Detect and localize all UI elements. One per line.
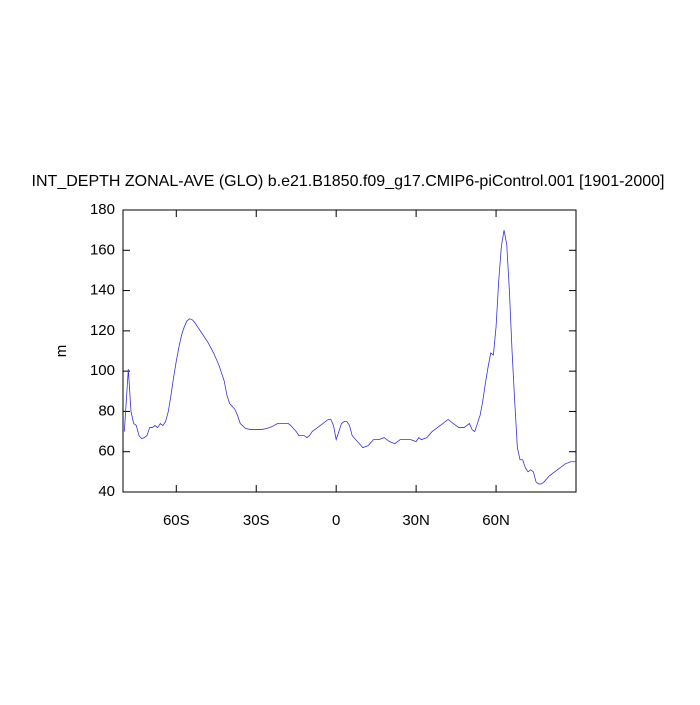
y-tick-label: 40: [98, 483, 115, 500]
y-tick-label: 100: [90, 362, 115, 379]
y-axis-label: m: [53, 345, 70, 358]
data-line: [123, 230, 576, 485]
x-tick-label: 60N: [482, 512, 510, 529]
x-tick-label: 60S: [163, 512, 190, 529]
y-tick-label: 140: [90, 282, 115, 299]
x-tick-label: 30N: [402, 512, 430, 529]
y-tick-label: 160: [90, 241, 115, 258]
chart-title: INT_DEPTH ZONAL-AVE (GLO) b.e21.B1850.f0…: [32, 173, 665, 190]
plot-frame: [122, 209, 577, 493]
y-tick-label: 120: [90, 322, 115, 339]
x-tick-label: 30S: [243, 512, 270, 529]
x-tick-label: 0: [332, 512, 340, 529]
y-tick-label: 80: [98, 402, 115, 419]
y-tick-label: 180: [90, 201, 115, 218]
y-tick-label: 60: [98, 443, 115, 460]
